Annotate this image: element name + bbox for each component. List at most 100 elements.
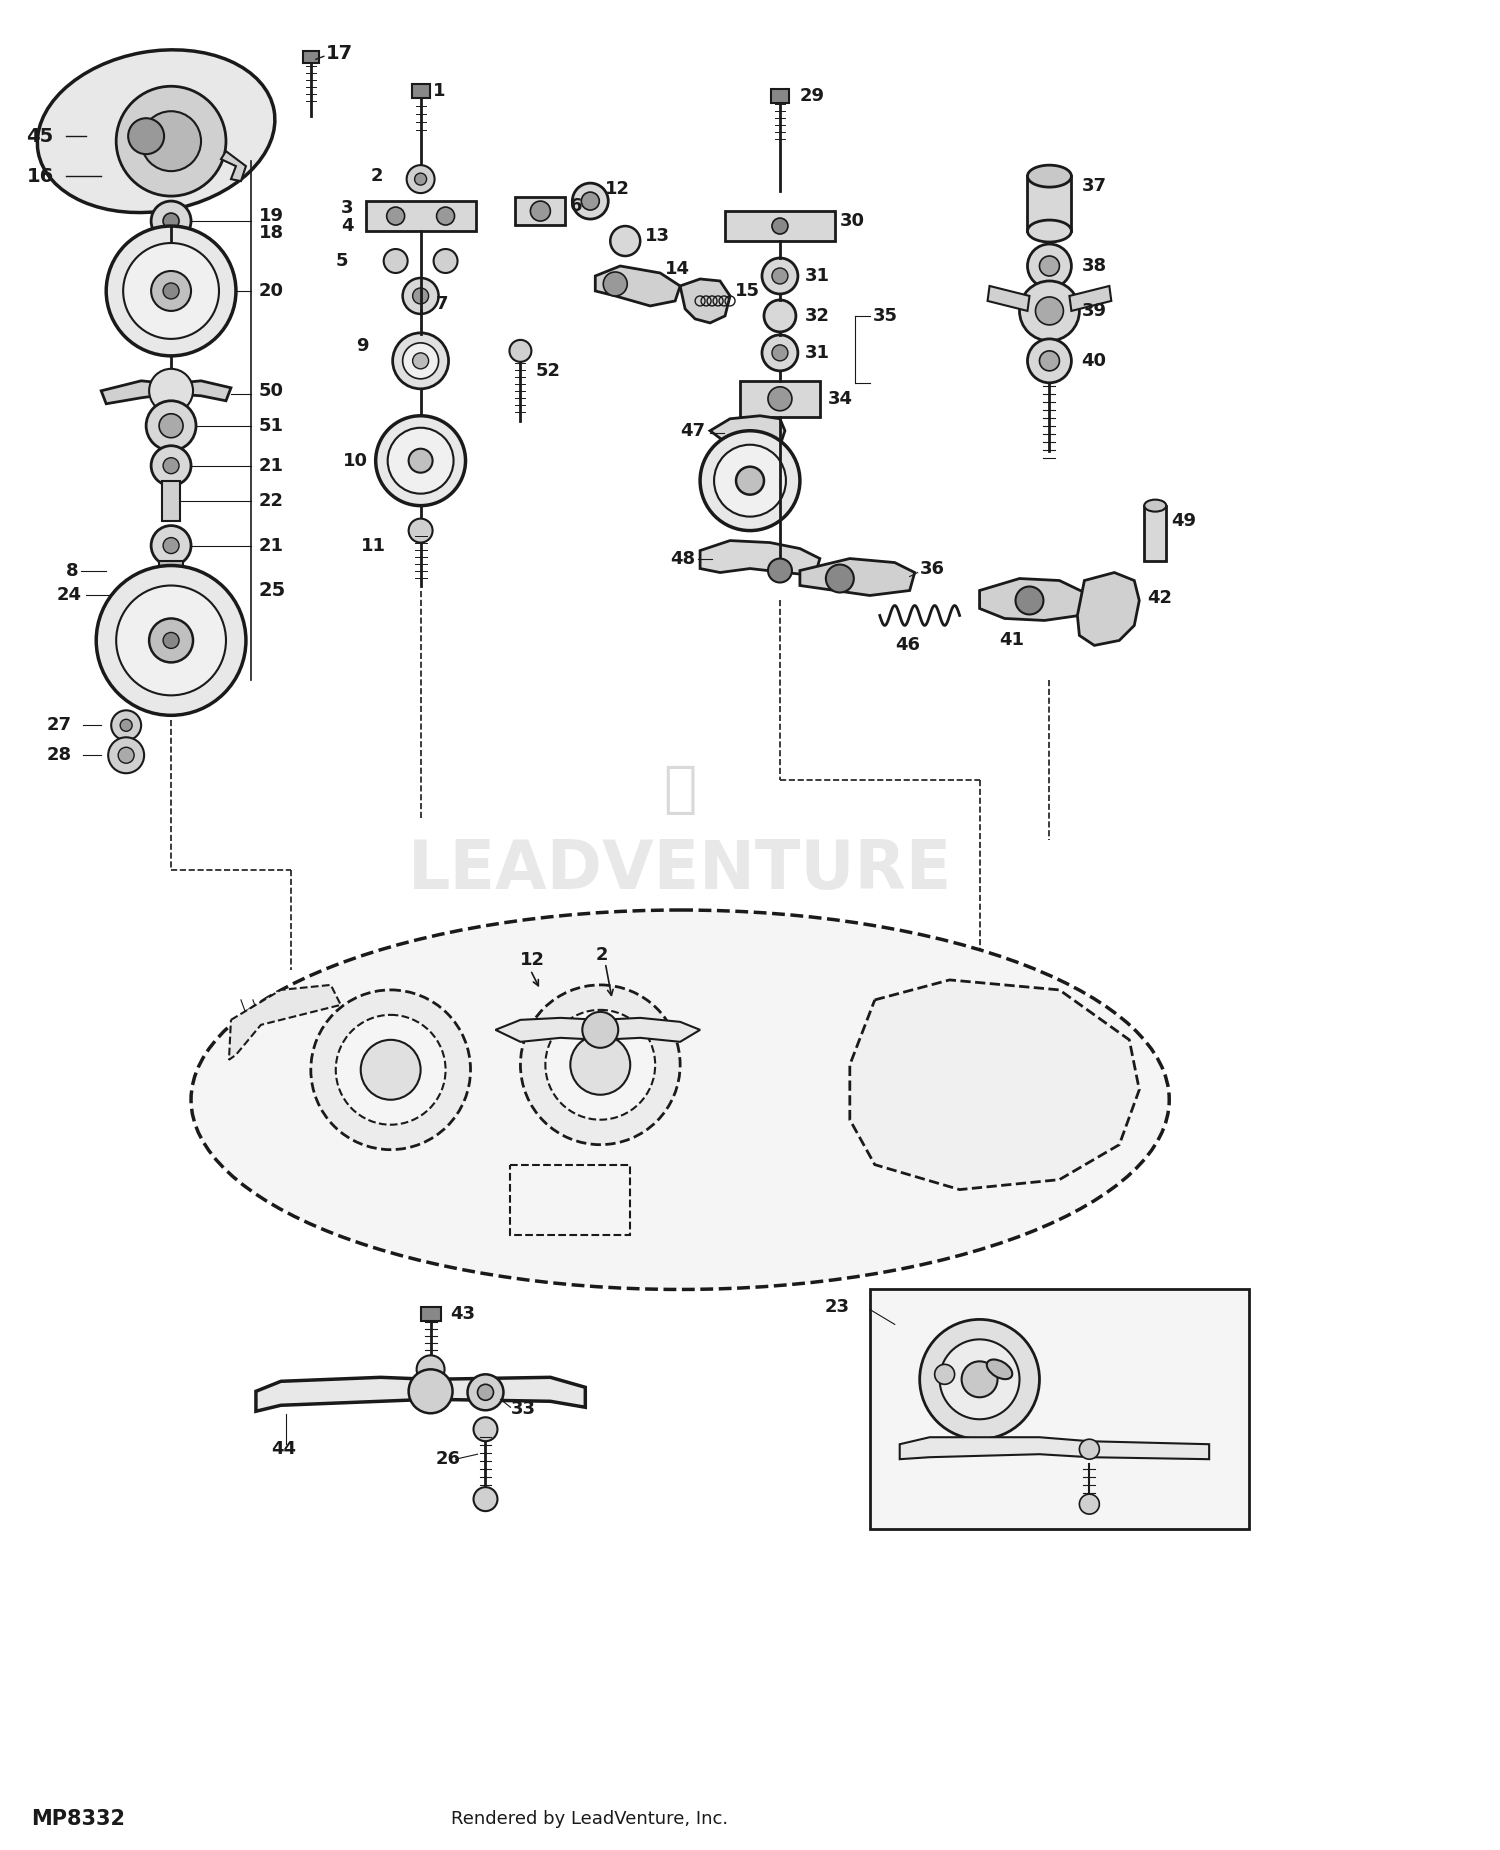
Circle shape [768, 559, 792, 583]
Polygon shape [1070, 287, 1112, 311]
Text: 23: 23 [825, 1299, 850, 1317]
Text: 10: 10 [344, 451, 368, 470]
Text: 🔥: 🔥 [663, 764, 698, 818]
Text: Rendered by LeadVenture, Inc.: Rendered by LeadVenture, Inc. [450, 1809, 728, 1828]
Circle shape [934, 1363, 954, 1384]
Text: 40: 40 [1082, 352, 1107, 370]
Text: 25: 25 [260, 581, 286, 599]
Circle shape [468, 1375, 504, 1410]
Text: 14: 14 [664, 261, 690, 278]
Circle shape [772, 344, 788, 361]
Polygon shape [980, 579, 1084, 620]
Text: 34: 34 [828, 390, 854, 407]
Text: 2: 2 [596, 945, 608, 964]
Bar [366, 202, 476, 231]
Polygon shape [256, 1376, 585, 1412]
Circle shape [474, 1417, 498, 1441]
Circle shape [520, 984, 680, 1145]
Ellipse shape [1144, 500, 1166, 512]
Polygon shape [800, 559, 915, 596]
Polygon shape [987, 287, 1029, 311]
Ellipse shape [1028, 220, 1071, 242]
Text: MP8332: MP8332 [32, 1809, 126, 1828]
Text: 4: 4 [340, 216, 354, 235]
Circle shape [1080, 1495, 1100, 1513]
Circle shape [164, 633, 178, 648]
Text: 41: 41 [999, 631, 1024, 649]
Text: 21: 21 [260, 536, 284, 555]
Circle shape [118, 747, 134, 764]
Text: 46: 46 [894, 636, 920, 655]
Circle shape [1020, 281, 1080, 340]
Ellipse shape [987, 1360, 1012, 1378]
Polygon shape [1077, 572, 1140, 646]
Circle shape [408, 518, 432, 542]
Circle shape [573, 183, 609, 218]
Text: 16: 16 [27, 166, 54, 185]
Circle shape [152, 270, 190, 311]
Circle shape [408, 450, 432, 474]
Circle shape [152, 446, 190, 487]
Circle shape [762, 335, 798, 370]
Polygon shape [850, 980, 1140, 1190]
Circle shape [474, 1487, 498, 1511]
Polygon shape [100, 381, 231, 403]
Text: 37: 37 [1082, 178, 1107, 194]
Polygon shape [230, 984, 340, 1060]
Polygon shape [495, 1018, 700, 1042]
Text: 29: 29 [800, 87, 825, 105]
Circle shape [768, 387, 792, 411]
Text: 22: 22 [260, 492, 284, 509]
Circle shape [413, 353, 429, 368]
Circle shape [406, 165, 435, 192]
Text: 44: 44 [272, 1439, 296, 1458]
Circle shape [736, 466, 764, 494]
Circle shape [336, 1016, 446, 1125]
Text: 15: 15 [735, 281, 760, 300]
Text: 31: 31 [806, 266, 830, 285]
Polygon shape [596, 266, 680, 305]
Text: 9: 9 [356, 337, 368, 355]
Circle shape [152, 202, 190, 240]
Text: 38: 38 [1082, 257, 1107, 276]
Circle shape [827, 564, 854, 592]
Circle shape [141, 111, 201, 172]
Circle shape [152, 525, 190, 566]
Circle shape [1028, 244, 1071, 289]
Bar [1144, 505, 1166, 561]
Text: LEADVENTURE: LEADVENTURE [408, 836, 952, 903]
Text: 5: 5 [336, 252, 348, 270]
Polygon shape [680, 279, 730, 324]
Ellipse shape [38, 50, 274, 213]
Circle shape [414, 174, 426, 185]
Circle shape [546, 1010, 656, 1119]
Text: 33: 33 [510, 1400, 536, 1419]
Circle shape [96, 566, 246, 716]
Text: 36: 36 [920, 559, 945, 577]
Text: 52: 52 [536, 363, 561, 379]
Ellipse shape [1028, 165, 1071, 187]
Text: 20: 20 [260, 281, 284, 300]
Text: 19: 19 [260, 207, 284, 226]
Circle shape [433, 250, 457, 274]
Circle shape [1028, 339, 1071, 383]
Circle shape [111, 710, 141, 740]
Ellipse shape [190, 910, 1168, 1289]
Circle shape [610, 226, 640, 255]
Circle shape [164, 457, 178, 474]
Circle shape [939, 1339, 1020, 1419]
Bar [420, 1308, 441, 1321]
Circle shape [477, 1384, 494, 1400]
Bar [159, 561, 183, 577]
Circle shape [603, 272, 627, 296]
Text: 12: 12 [606, 179, 630, 198]
Text: 32: 32 [806, 307, 830, 326]
Text: 7: 7 [435, 294, 448, 313]
Text: 6: 6 [570, 198, 584, 215]
Circle shape [1035, 298, 1064, 326]
Circle shape [310, 990, 471, 1149]
Circle shape [714, 444, 786, 516]
Circle shape [1040, 352, 1059, 370]
Circle shape [387, 207, 405, 226]
Circle shape [116, 585, 226, 696]
